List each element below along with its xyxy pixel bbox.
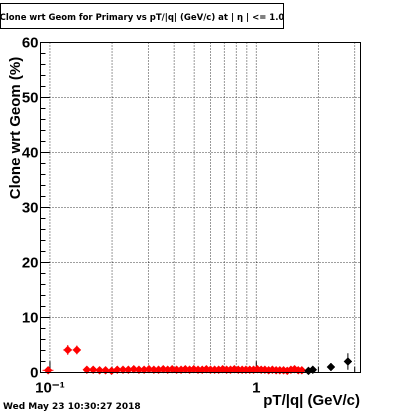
data-point [308,365,318,375]
title-box [0,3,284,29]
x-axis-label: pT/|q| (GeV/c) [263,392,360,409]
y-tick-label: 10 [22,310,39,327]
y-axis-label: Clone wrt Geom (%) [7,57,24,200]
data-point [326,362,336,372]
data-point [82,365,92,375]
x-tick-label: 1 [252,380,260,397]
data-point [88,365,98,375]
y-tick-label: 50 [22,90,39,107]
y-tick-label: 0 [30,365,38,382]
timestamp: Wed May 23 10:30:27 2018 [3,402,141,412]
grid [40,42,361,373]
y-tick-labels: 0 10 20 30 40 50 60 [22,35,39,382]
y-tick-label: 30 [22,200,39,217]
data-point [343,357,353,366]
plot-frame [40,42,361,373]
data-point [112,365,122,375]
data-point [72,345,82,355]
y-tick-label: 60 [22,35,39,52]
y-tick-label: 20 [22,255,39,272]
x-tick-labels: 10⁻¹ 1 [35,380,260,397]
chart-title: Clone wrt Geom for Primary vs pT/|q| (Ge… [0,13,284,23]
data-point [63,345,73,355]
y-tick-label: 40 [22,145,39,162]
data-point [43,365,53,375]
data-points [42,345,353,376]
x-tick-label: 10⁻¹ [35,380,65,397]
